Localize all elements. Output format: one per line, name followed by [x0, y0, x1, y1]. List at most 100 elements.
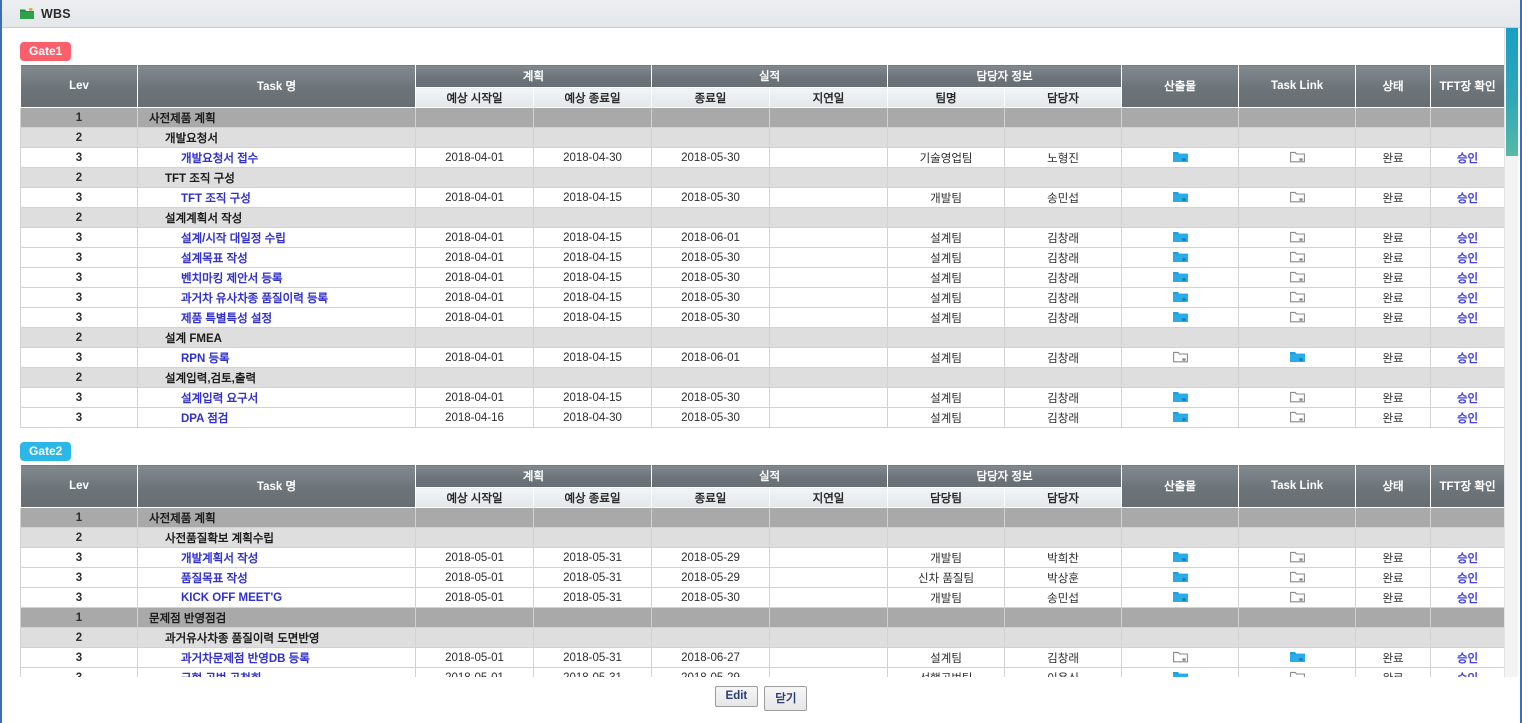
- cell-task[interactable]: 사전제품 계획: [137, 507, 416, 528]
- cell-tft[interactable]: 승인: [1430, 147, 1506, 168]
- approve-link[interactable]: 승인: [1456, 232, 1479, 245]
- task-label[interactable]: RPN 등록: [181, 352, 230, 365]
- approve-link[interactable]: 승인: [1456, 352, 1479, 365]
- cell-output[interactable]: [1121, 347, 1240, 368]
- table-row[interactable]: 1 문제점 반영점검: [20, 607, 1506, 628]
- cell-task[interactable]: 과거차문제점 반영DB 등록: [137, 647, 416, 668]
- folder-outline-icon[interactable]: [1289, 311, 1305, 323]
- folder-outline-icon[interactable]: [1172, 651, 1188, 663]
- cell-output[interactable]: [1121, 307, 1240, 328]
- cell-task-link[interactable]: [1238, 287, 1357, 308]
- table-row[interactable]: 3 과거차 유사차종 품질이력 등록 2018-04-01 2018-04-15 201…: [20, 287, 1506, 308]
- cell-output[interactable]: [1121, 547, 1240, 568]
- cell-output[interactable]: [1121, 407, 1240, 428]
- cell-tft[interactable]: [1430, 127, 1506, 148]
- cell-tft[interactable]: 승인: [1430, 547, 1506, 568]
- cell-task[interactable]: 설계목표 작성: [137, 247, 416, 268]
- task-label[interactable]: 사전제품 계획: [149, 112, 216, 125]
- cell-tft[interactable]: 승인: [1430, 647, 1506, 668]
- cell-output[interactable]: [1121, 187, 1240, 208]
- cell-tft[interactable]: [1430, 607, 1506, 628]
- cell-tft[interactable]: 승인: [1430, 407, 1506, 428]
- task-label[interactable]: 과거유사차종 품질이력 도면반영: [165, 632, 320, 645]
- cell-tft[interactable]: [1430, 327, 1506, 348]
- table-row[interactable]: 3 RPN 등록 2018-04-01 2018-04-15 2018-06-01 설계팀…: [20, 347, 1506, 368]
- cell-task[interactable]: 사전품질확보 계획수립: [137, 527, 416, 548]
- table-row[interactable]: 3 개발요청서 접수 2018-04-01 2018-04-30 2018-05-30 기…: [20, 147, 1506, 168]
- folder-outline-icon[interactable]: [1289, 671, 1305, 677]
- cell-task[interactable]: RPN 등록: [137, 347, 416, 368]
- cell-task[interactable]: TFT 조직 구성: [137, 167, 416, 188]
- task-label[interactable]: 품질목표 작성: [181, 572, 248, 585]
- cell-output[interactable]: [1121, 267, 1240, 288]
- task-label[interactable]: 개발요청서: [165, 132, 218, 145]
- wbs-scroll-area[interactable]: Gate1 Lev Task 명 계획 실적 담당자 정보 산출물 Task Link 상태 TF…: [2, 28, 1520, 677]
- cell-task[interactable]: 설계계획서 작성: [137, 207, 416, 228]
- table-row[interactable]: 2 TFT 조직 구성: [20, 167, 1506, 188]
- cell-task[interactable]: 개발요청서: [137, 127, 416, 148]
- cell-tft[interactable]: [1430, 207, 1506, 228]
- edit-button[interactable]: Edit: [714, 686, 759, 707]
- cell-task[interactable]: 품질목표 작성: [137, 567, 416, 588]
- approve-link[interactable]: 승인: [1456, 292, 1479, 305]
- table-row[interactable]: 2 설계 FMEA: [20, 327, 1506, 348]
- cell-output[interactable]: [1121, 647, 1240, 668]
- cell-tft[interactable]: 승인: [1430, 347, 1506, 368]
- folder-outline-icon[interactable]: [1289, 551, 1305, 563]
- approve-link[interactable]: 승인: [1456, 412, 1479, 425]
- table-row[interactable]: 3 품질목표 작성 2018-05-01 2018-05-31 2018-05-29 신차…: [20, 567, 1506, 588]
- task-label[interactable]: 설계입력,검토,출력: [165, 372, 257, 385]
- folder-filled-icon[interactable]: [1172, 231, 1188, 243]
- cell-output[interactable]: [1121, 587, 1240, 608]
- folder-filled-icon[interactable]: [1172, 571, 1188, 583]
- cell-tft[interactable]: 승인: [1430, 567, 1506, 588]
- cell-tft[interactable]: [1430, 367, 1506, 388]
- task-label[interactable]: 설계 FMEA: [165, 332, 222, 345]
- table-row[interactable]: 2 과거유사차종 품질이력 도면반영: [20, 627, 1506, 648]
- cell-task[interactable]: 금형 공법 공청회: [137, 667, 416, 677]
- vertical-scrollbar[interactable]: [1504, 28, 1518, 723]
- folder-filled-icon[interactable]: [1172, 411, 1188, 423]
- task-label[interactable]: 벤치마킹 제안서 등록: [181, 272, 283, 285]
- table-row[interactable]: 2 설계계획서 작성: [20, 207, 1506, 228]
- table-row[interactable]: 3 설계목표 작성 2018-04-01 2018-04-15 2018-05-30 설계…: [20, 247, 1506, 268]
- table-row[interactable]: 3 벤치마킹 제안서 등록 2018-04-01 2018-04-15 2018-05-…: [20, 267, 1506, 288]
- task-label[interactable]: TFT 조직 구성: [181, 192, 251, 205]
- folder-outline-icon[interactable]: [1289, 271, 1305, 283]
- folder-outline-icon[interactable]: [1172, 351, 1188, 363]
- cell-output[interactable]: [1121, 287, 1240, 308]
- cell-output[interactable]: [1121, 227, 1240, 248]
- task-label[interactable]: 설계계획서 작성: [165, 212, 243, 225]
- cell-task-link[interactable]: [1238, 307, 1357, 328]
- cell-task[interactable]: 문제점 반영점검: [137, 607, 416, 628]
- cell-task-link[interactable]: [1238, 267, 1357, 288]
- approve-link[interactable]: 승인: [1456, 152, 1479, 165]
- cell-task-link[interactable]: [1238, 387, 1357, 408]
- cell-task-link[interactable]: [1238, 347, 1357, 368]
- cell-output[interactable]: [1121, 247, 1240, 268]
- approve-link[interactable]: 승인: [1456, 312, 1479, 325]
- task-label[interactable]: 개발계획서 작성: [181, 552, 259, 565]
- cell-task-link[interactable]: [1238, 407, 1357, 428]
- cell-task[interactable]: 설계 FMEA: [137, 327, 416, 348]
- cell-task[interactable]: DPA 점검: [137, 407, 416, 428]
- cell-task-link[interactable]: [1238, 147, 1357, 168]
- folder-outline-icon[interactable]: [1289, 391, 1305, 403]
- task-label[interactable]: 설계목표 작성: [181, 252, 248, 265]
- cell-task[interactable]: 설계입력 요구서: [137, 387, 416, 408]
- folder-filled-icon[interactable]: [1172, 251, 1188, 263]
- task-label[interactable]: 사전제품 계획: [149, 512, 216, 525]
- cell-task[interactable]: 과거차 유사차종 품질이력 등록: [137, 287, 416, 308]
- table-row[interactable]: 2 설계입력,검토,출력: [20, 367, 1506, 388]
- table-row[interactable]: 3 설계/시작 대일정 수립 2018-04-01 2018-04-15 2018-06…: [20, 227, 1506, 248]
- cell-task-link[interactable]: [1238, 567, 1357, 588]
- folder-outline-icon[interactable]: [1289, 591, 1305, 603]
- cell-tft[interactable]: 승인: [1430, 267, 1506, 288]
- cell-tft[interactable]: 승인: [1430, 227, 1506, 248]
- cell-task[interactable]: 과거유사차종 품질이력 도면반영: [137, 627, 416, 648]
- folder-outline-icon[interactable]: [1289, 571, 1305, 583]
- folder-outline-icon[interactable]: [1289, 251, 1305, 263]
- cell-tft[interactable]: [1430, 507, 1506, 528]
- cell-output[interactable]: [1121, 387, 1240, 408]
- folder-filled-icon[interactable]: [1289, 651, 1305, 663]
